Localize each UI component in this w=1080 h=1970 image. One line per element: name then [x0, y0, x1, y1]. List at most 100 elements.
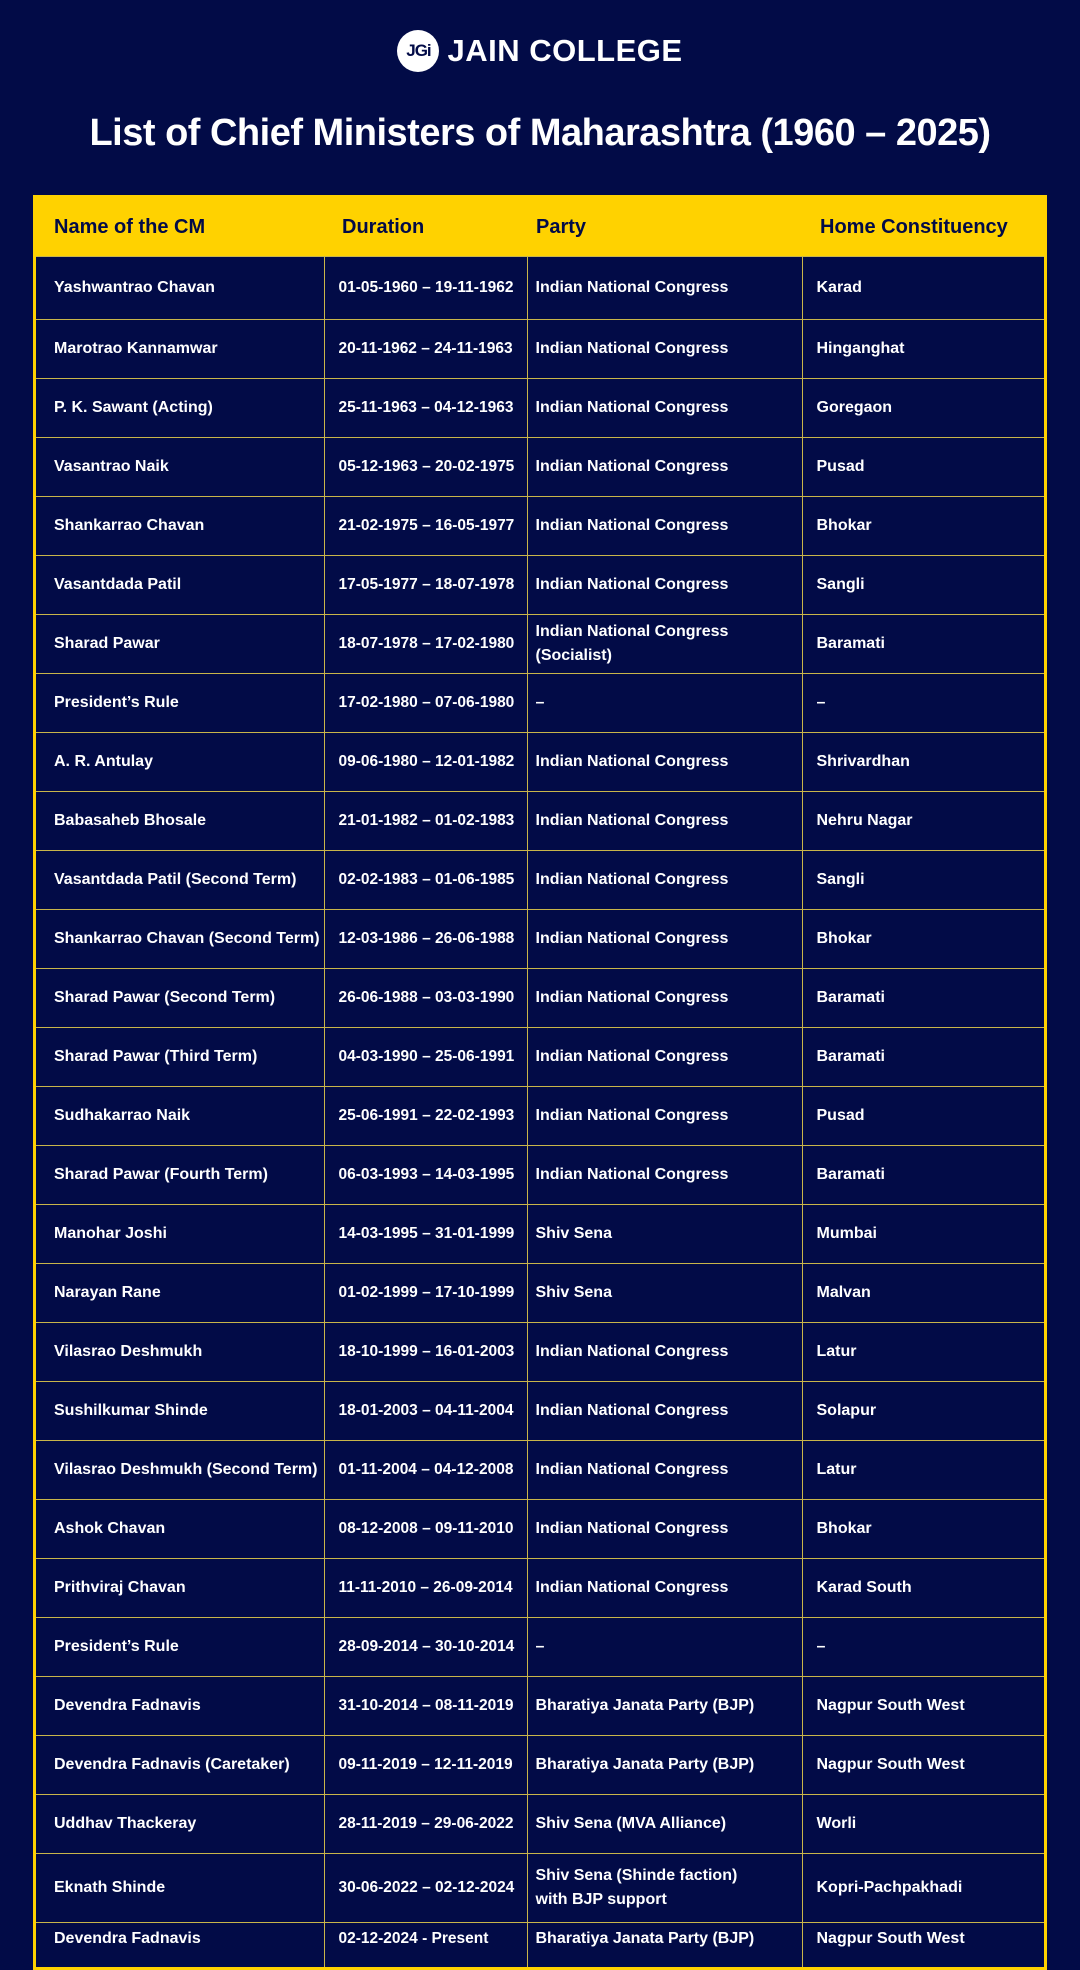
cell-home-constituency: Latur	[801, 1322, 1046, 1382]
cell-home-constituency: Mumbai	[801, 1204, 1046, 1264]
cell-name: Devendra Fadnavis	[34, 1922, 325, 1969]
cell-party: Indian National Congress	[526, 1499, 803, 1559]
page-title: List of Chief Ministers of Maharashtra (…	[89, 112, 991, 154]
cell-home-constituency: Goregaon	[801, 378, 1046, 438]
cell-home-constituency: Karad	[801, 256, 1046, 320]
cell-party: Bharatiya Janata Party (BJP)	[526, 1735, 803, 1795]
cell-duration: 18-07-1978 – 17-02-1980	[323, 614, 528, 674]
cell-home-constituency: Baramati	[801, 968, 1046, 1028]
table-row: Devendra Fadnavis 31-10-2014 – 08-11-2019…	[34, 1676, 1046, 1736]
cell-party: Indian National Congress	[526, 1381, 803, 1441]
cell-name: Vasantdada Patil (Second Term)	[34, 850, 325, 910]
cell-name: Marotrao Kannamwar	[34, 319, 325, 379]
cell-duration: 30-06-2022 – 02-12-2024	[323, 1853, 528, 1923]
cell-duration: 20-11-1962 – 24-11-1963	[323, 319, 528, 379]
cell-name: Narayan Rane	[34, 1263, 325, 1323]
cell-party: Indian National Congress	[526, 1322, 803, 1382]
cell-duration: 05-12-1963 – 20-02-1975	[323, 437, 528, 497]
cell-duration: 21-01-1982 – 01-02-1983	[323, 791, 528, 851]
cell-home-constituency: Karad South	[801, 1558, 1046, 1618]
cell-party: Indian National Congress	[526, 378, 803, 438]
table-row: Devendra Fadnavis (Caretaker) 09-11-2019 …	[34, 1735, 1046, 1795]
cell-duration: 01-02-1999 – 17-10-1999	[323, 1263, 528, 1323]
chief-ministers-table: Name of the CM Duration Party Home Const…	[33, 195, 1047, 1970]
brand-name: JAIN COLLEGE	[447, 33, 683, 68]
table-row: Narayan Rane 01-02-1999 – 17-10-1999 Shiv …	[34, 1263, 1046, 1323]
cell-home-constituency: Pusad	[801, 437, 1046, 497]
cell-name: Shankarrao Chavan (Second Term)	[34, 909, 325, 969]
table-row: Eknath Shinde 30-06-2022 – 02-12-2024 Shiv…	[34, 1853, 1046, 1923]
cell-duration: 14-03-1995 – 31-01-1999	[323, 1204, 528, 1264]
cell-duration: 02-02-1983 – 01-06-1985	[323, 850, 528, 910]
cell-name: Sharad Pawar (Fourth Term)	[34, 1145, 325, 1205]
cell-party: Bharatiya Janata Party (BJP)	[526, 1676, 803, 1736]
cell-home-constituency: Shrivardhan	[801, 732, 1046, 792]
table-row: Vasantdada Patil 17-05-1977 – 18-07-1978 I…	[34, 555, 1046, 615]
table-row: Sharad Pawar (Third Term) 04-03-1990 – 25…	[34, 1027, 1046, 1087]
cell-name: Vasantdada Patil	[34, 555, 325, 615]
cell-name: P. K. Sawant (Acting)	[34, 378, 325, 438]
cell-home-constituency: Malvan	[801, 1263, 1046, 1323]
cell-name: Babasaheb Bhosale	[34, 791, 325, 851]
cell-party: Indian National Congress	[526, 791, 803, 851]
cell-home-constituency: Hinganghat	[801, 319, 1046, 379]
cell-home-constituency: Baramati	[801, 1145, 1046, 1205]
cell-party: –	[526, 673, 803, 733]
cell-party: Indian National Congress	[526, 256, 803, 320]
cell-home-constituency: Bhokar	[801, 909, 1046, 969]
cell-party: Indian National Congress	[526, 319, 803, 379]
table-row: Shankarrao Chavan 21-02-1975 – 16-05-1977…	[34, 496, 1046, 556]
cell-party: Indian National Congress	[526, 909, 803, 969]
cell-party: Indian National Congress	[526, 1027, 803, 1087]
cell-name: Sharad Pawar	[34, 614, 325, 674]
table-row: Vilasrao Deshmukh 18-10-1999 – 16-01-2003…	[34, 1322, 1046, 1382]
cell-name: Uddhav Thackeray	[34, 1794, 325, 1854]
cell-duration: 18-10-1999 – 16-01-2003	[323, 1322, 528, 1382]
table-row: Devendra Fadnavis 02-12-2024 - Present Bha…	[34, 1922, 1046, 1969]
table-row: President’s Rule 17-02-1980 – 07-06-1980–…	[34, 673, 1046, 733]
cell-name: Shankarrao Chavan	[34, 496, 325, 556]
cell-home-constituency: Baramati	[801, 614, 1046, 674]
cell-party: Bharatiya Janata Party (BJP)	[526, 1922, 803, 1969]
cell-duration: 25-06-1991 – 22-02-1993	[323, 1086, 528, 1146]
cell-duration: 26-06-1988 – 03-03-1990	[323, 968, 528, 1028]
cell-duration: 01-11-2004 – 04-12-2008	[323, 1440, 528, 1500]
table-row: Vilasrao Deshmukh (Second Term) 01-11-200…	[34, 1440, 1046, 1500]
table-row: Babasaheb Bhosale 21-01-1982 – 01-02-1983…	[34, 791, 1046, 851]
cell-duration: 17-02-1980 – 07-06-1980	[323, 673, 528, 733]
table-row: Manohar Joshi 14-03-1995 – 31-01-1999 Shiv…	[34, 1204, 1046, 1264]
cell-party: Indian National Congress	[526, 1558, 803, 1618]
cell-party: Shiv Sena	[526, 1204, 803, 1264]
table-row: Uddhav Thackeray 28-11-2019 – 29-06-2022 S…	[34, 1794, 1046, 1854]
cell-name: Eknath Shinde	[34, 1853, 325, 1923]
cell-party: Indian National Congress	[526, 1086, 803, 1146]
cell-party: Indian National Congress	[526, 968, 803, 1028]
cell-name: Ashok Chavan	[34, 1499, 325, 1559]
cell-home-constituency: Nehru Nagar	[801, 791, 1046, 851]
cell-party: Indian National Congress	[526, 555, 803, 615]
table-row: P. K. Sawant (Acting) 25-11-1963 – 04-12-…	[34, 378, 1046, 438]
cell-name: Prithviraj Chavan	[34, 1558, 325, 1618]
cell-name: Vasantrao Naik	[34, 437, 325, 497]
table-row: Shankarrao Chavan (Second Term) 12-03-198…	[34, 909, 1046, 969]
cell-name: Sharad Pawar (Third Term)	[34, 1027, 325, 1087]
cell-party: Indian National Congress	[526, 496, 803, 556]
cell-party: Indian National Congress (Socialist)	[526, 614, 803, 674]
table-row: Vasantdada Patil (Second Term) 02-02-1983…	[34, 850, 1046, 910]
table-row: President’s Rule 28-09-2014 – 30-10-2014–…	[34, 1617, 1046, 1677]
cell-name: Vilasrao Deshmukh (Second Term)	[34, 1440, 325, 1500]
cell-party: –	[526, 1617, 803, 1677]
cell-party: Indian National Congress	[526, 1145, 803, 1205]
table-row: Sudhakarrao Naik 25-06-1991 – 22-02-1993 I…	[34, 1086, 1046, 1146]
table-row: Yashwantrao Chavan 01-05-1960 – 19-11-196…	[34, 256, 1046, 320]
cell-duration: 18-01-2003 – 04-11-2004	[323, 1381, 528, 1441]
table-row: Sharad Pawar (Second Term) 26-06-1988 – 0…	[34, 968, 1046, 1028]
cell-name: Manohar Joshi	[34, 1204, 325, 1264]
header-name: Name of the CM	[34, 196, 324, 257]
cell-home-constituency: –	[801, 1617, 1046, 1677]
cell-home-constituency: Pusad	[801, 1086, 1046, 1146]
cell-home-constituency: Worli	[801, 1794, 1046, 1854]
table-row: Sushilkumar Shinde 18-01-2003 – 04-11-200…	[34, 1381, 1046, 1441]
jgi-logo: JGi	[397, 30, 440, 72]
cell-home-constituency: Nagpur South West	[801, 1922, 1046, 1969]
